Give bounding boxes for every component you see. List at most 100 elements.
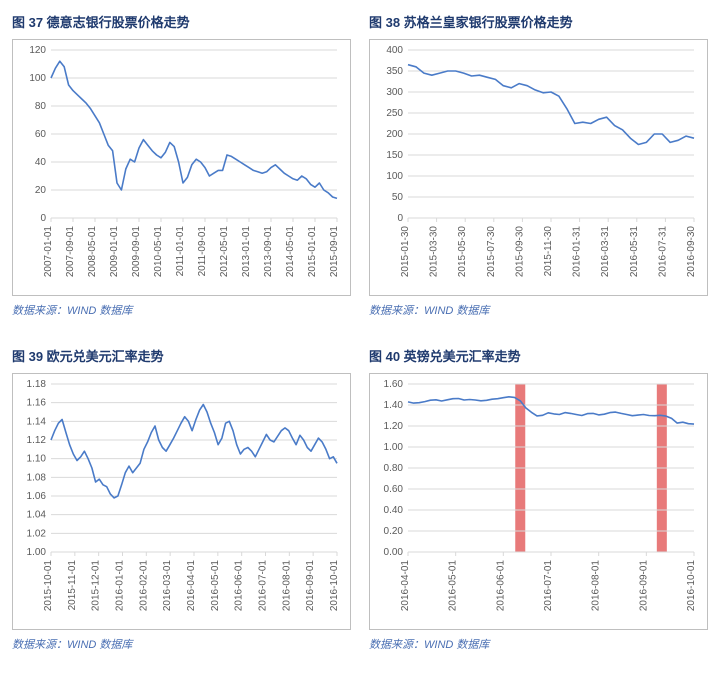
- svg-text:2016-01-01: 2016-01-01: [115, 560, 126, 612]
- chart-title: 图 37 德意志银行股票价格走势: [12, 12, 351, 31]
- svg-text:1.14: 1.14: [27, 416, 47, 427]
- chart-box: 0 50 100 150 200 250 300 350 400 2015-01-30 2015-0…: [369, 39, 708, 296]
- svg-text:0.40: 0.40: [384, 505, 404, 516]
- svg-text:100: 100: [386, 171, 403, 182]
- svg-text:2015-09-30: 2015-09-30: [514, 226, 525, 278]
- svg-text:50: 50: [392, 192, 404, 203]
- chart-title: 图 38 苏格兰皇家银行股票价格走势: [369, 12, 708, 31]
- svg-text:2016-06-01: 2016-06-01: [495, 560, 506, 612]
- svg-text:0.60: 0.60: [384, 484, 404, 495]
- svg-text:2014-05-01: 2014-05-01: [285, 226, 296, 278]
- svg-text:60: 60: [35, 129, 47, 140]
- chart-title: 图 40 英镑兑美元汇率走势: [369, 346, 708, 365]
- svg-text:1.40: 1.40: [384, 400, 404, 411]
- svg-text:2015-05-30: 2015-05-30: [457, 226, 468, 278]
- svg-text:400: 400: [386, 45, 403, 56]
- chart-svg-40: 0.00 0.20 0.40 0.60 0.80 1.00 1.20 1.40 1.60 2016…: [370, 374, 702, 624]
- svg-text:1.18: 1.18: [27, 379, 47, 390]
- chart-source: 数据来源：WIND 数据库: [12, 302, 351, 318]
- svg-text:2011-01-01: 2011-01-01: [175, 226, 186, 277]
- svg-text:2011-09-01: 2011-09-01: [197, 226, 208, 277]
- svg-text:2007-09-01: 2007-09-01: [65, 226, 76, 278]
- svg-text:2013-09-01: 2013-09-01: [263, 226, 274, 278]
- svg-text:2013-01-01: 2013-01-01: [241, 226, 252, 278]
- svg-text:2016-10-01: 2016-10-01: [686, 560, 697, 612]
- svg-text:2016-05-31: 2016-05-31: [629, 226, 640, 278]
- svg-text:0.00: 0.00: [384, 547, 404, 558]
- svg-text:2016-07-31: 2016-07-31: [657, 226, 668, 278]
- svg-text:2016-04-01: 2016-04-01: [186, 560, 197, 612]
- svg-text:120: 120: [29, 45, 46, 56]
- svg-text:2016-08-01: 2016-08-01: [591, 560, 602, 612]
- svg-text:1.06: 1.06: [27, 491, 47, 502]
- panel-38: 图 38 苏格兰皇家银行股票价格走势 0 50 100 150 200 250 300 350…: [369, 12, 708, 328]
- svg-text:2016-03-31: 2016-03-31: [600, 226, 611, 278]
- svg-text:2015-11-30: 2015-11-30: [543, 226, 554, 277]
- chart-svg-38: 0 50 100 150 200 250 300 350 400 2015-01-30 2015-0…: [370, 40, 702, 290]
- svg-text:1.16: 1.16: [27, 398, 47, 409]
- svg-text:2015-09-01: 2015-09-01: [329, 226, 340, 278]
- svg-text:0: 0: [40, 213, 46, 224]
- svg-text:2016-03-01: 2016-03-01: [162, 560, 173, 612]
- svg-text:250: 250: [386, 108, 403, 119]
- svg-text:2015-12-01: 2015-12-01: [91, 560, 102, 612]
- panel-37: 图 37 德意志银行股票价格走势 0 20 40 60 80 100 120 2007-01-…: [12, 12, 351, 328]
- svg-text:350: 350: [386, 66, 403, 77]
- svg-text:1.00: 1.00: [27, 547, 47, 558]
- svg-text:40: 40: [35, 157, 47, 168]
- svg-text:2016-05-01: 2016-05-01: [448, 560, 459, 612]
- svg-text:20: 20: [35, 185, 47, 196]
- panel-39: 图 39 欧元兑美元汇率走势 1.001.021.041.061.081.101…: [12, 346, 351, 662]
- chart-svg-39: 1.00 1.02 1.04 1.06 1.08 1.10 1.12 1.14 1.16 1.18…: [13, 374, 345, 624]
- chart-source: 数据来源：WIND 数据库: [369, 636, 708, 652]
- svg-text:1.00: 1.00: [384, 442, 404, 453]
- svg-text:1.08: 1.08: [27, 472, 47, 483]
- chart-box: 1.00 1.02 1.04 1.06 1.08 1.10 1.12 1.14 1.16 1.18…: [12, 373, 351, 630]
- svg-text:200: 200: [386, 129, 403, 140]
- svg-text:2016-10-01: 2016-10-01: [329, 560, 340, 612]
- svg-text:2016-09-01: 2016-09-01: [638, 560, 649, 612]
- charts-grid: 图 37 德意志银行股票价格走势 0 20 40 60 80 100 120 2007-01-…: [12, 12, 708, 662]
- svg-text:2016-08-01: 2016-08-01: [281, 560, 292, 612]
- svg-text:100: 100: [29, 73, 46, 84]
- svg-text:2015-01-01: 2015-01-01: [307, 226, 318, 278]
- svg-text:1.60: 1.60: [384, 379, 404, 390]
- svg-text:2016-09-01: 2016-09-01: [305, 560, 316, 612]
- svg-text:150: 150: [386, 150, 403, 161]
- svg-text:2016-05-01: 2016-05-01: [210, 560, 221, 612]
- chart-box: 0.00 0.20 0.40 0.60 0.80 1.00 1.20 1.40 1.60 2016…: [369, 373, 708, 630]
- svg-text:2016-04-01: 2016-04-01: [400, 560, 411, 612]
- svg-text:1.10: 1.10: [27, 454, 47, 465]
- svg-text:80: 80: [35, 101, 47, 112]
- svg-text:2009-01-01: 2009-01-01: [109, 226, 120, 278]
- chart-source: 数据来源：WIND 数据库: [12, 636, 351, 652]
- svg-text:0: 0: [397, 213, 403, 224]
- svg-text:2015-07-30: 2015-07-30: [486, 226, 497, 278]
- svg-text:300: 300: [386, 87, 403, 98]
- svg-text:2016-07-01: 2016-07-01: [543, 560, 554, 612]
- svg-text:1.04: 1.04: [27, 510, 47, 521]
- chart-title: 图 39 欧元兑美元汇率走势: [12, 346, 351, 365]
- svg-text:2015-03-30: 2015-03-30: [429, 226, 440, 278]
- svg-text:2010-05-01: 2010-05-01: [153, 226, 164, 278]
- svg-text:2012-05-01: 2012-05-01: [219, 226, 230, 278]
- svg-text:0.20: 0.20: [384, 526, 404, 537]
- svg-text:1.20: 1.20: [384, 421, 404, 432]
- svg-text:0.80: 0.80: [384, 463, 404, 474]
- svg-text:1.12: 1.12: [27, 435, 47, 446]
- svg-text:2007-01-01: 2007-01-01: [43, 226, 54, 278]
- svg-text:2016-07-01: 2016-07-01: [258, 560, 269, 612]
- panel-40: 图 40 英镑兑美元汇率走势 0.00 0.20 0.40 0.60 0.80 1.00 1…: [369, 346, 708, 662]
- svg-text:2009-09-01: 2009-09-01: [131, 226, 142, 278]
- svg-text:2016-06-01: 2016-06-01: [234, 560, 245, 612]
- chart-svg-37: 0 20 40 60 80 100 120 2007-01-01 2007-09-01 2008-…: [13, 40, 345, 290]
- svg-text:1.02: 1.02: [27, 528, 47, 539]
- svg-text:2008-05-01: 2008-05-01: [87, 226, 98, 278]
- svg-text:2016-01-31: 2016-01-31: [572, 226, 583, 278]
- svg-text:2015-10-01: 2015-10-01: [43, 560, 54, 612]
- chart-box: 0 20 40 60 80 100 120 2007-01-01 2007-09-01 2008-…: [12, 39, 351, 296]
- chart-source: 数据来源：WIND 数据库: [369, 302, 708, 318]
- svg-text:2015-11-01: 2015-11-01: [67, 560, 78, 611]
- svg-text:2016-02-01: 2016-02-01: [138, 560, 149, 612]
- svg-text:2015-01-30: 2015-01-30: [400, 226, 411, 278]
